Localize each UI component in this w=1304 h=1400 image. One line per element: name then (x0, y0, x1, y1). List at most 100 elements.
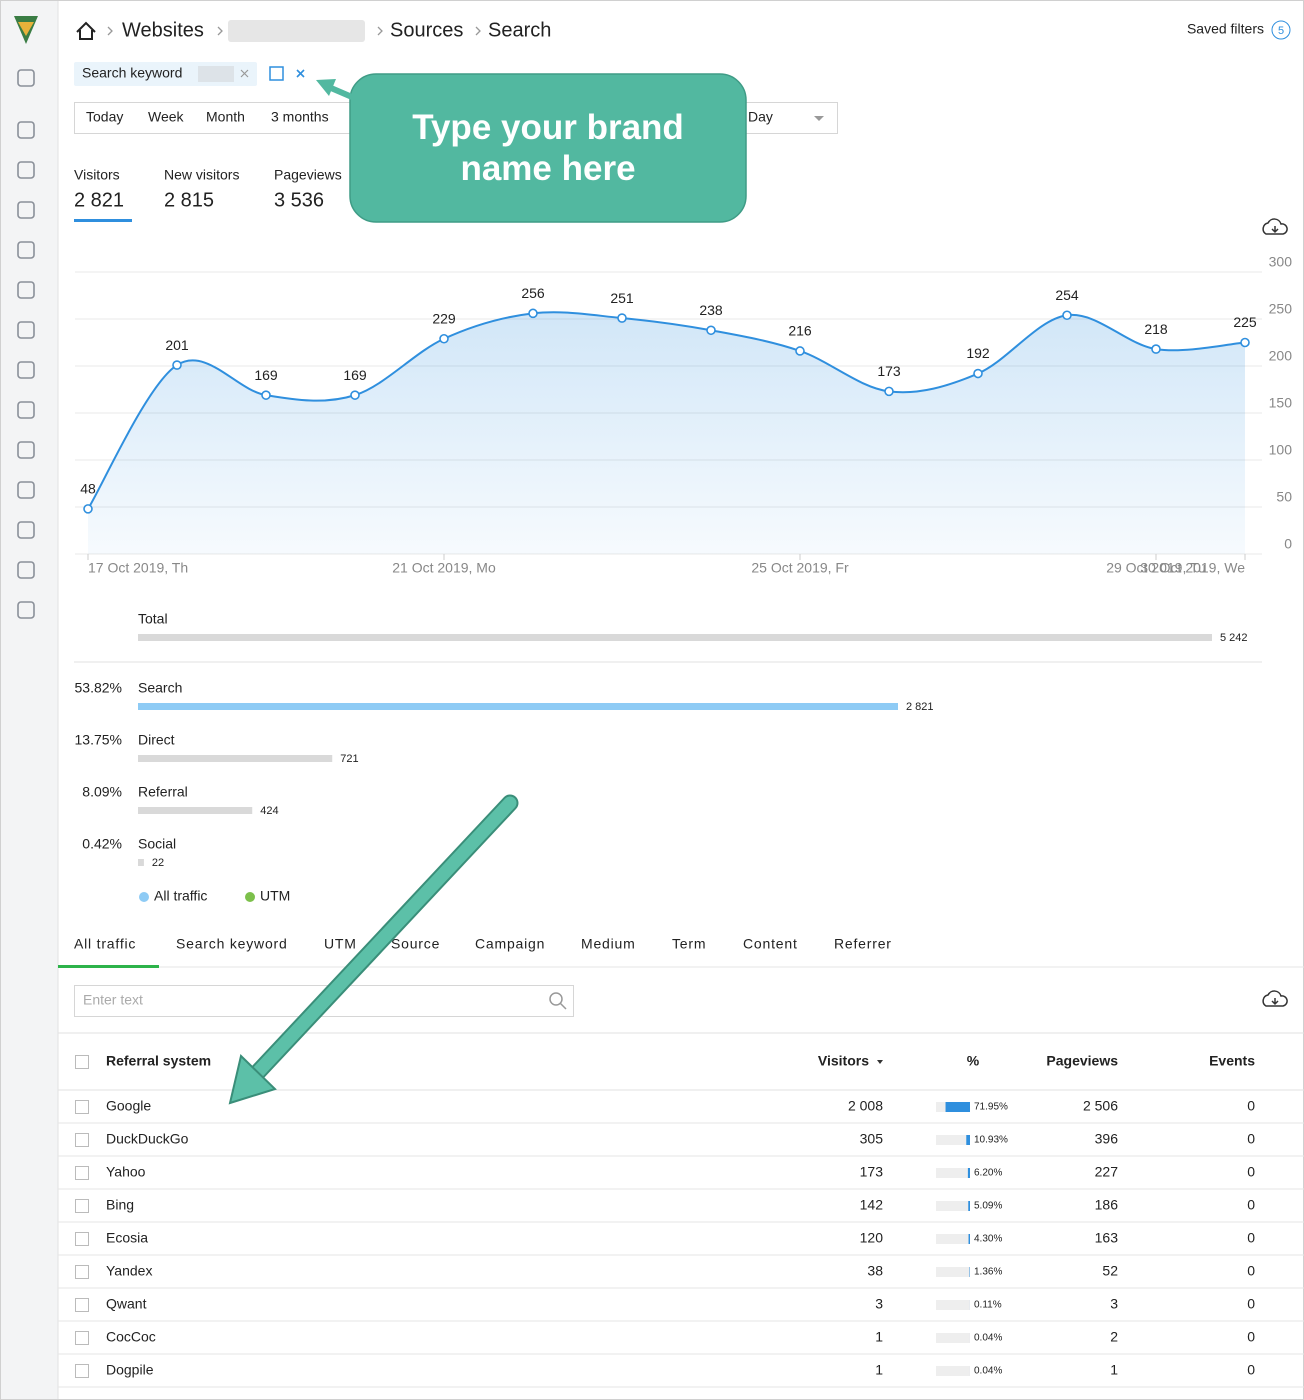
visitors: 3 (875, 1296, 883, 1312)
tab[interactable]: Search keyword (176, 936, 288, 952)
tab[interactable]: UTM (324, 936, 357, 952)
nav-icon[interactable] (17, 361, 35, 379)
metric-value[interactable]: 2 815 (164, 189, 214, 211)
download-icon[interactable] (1262, 218, 1288, 235)
tab[interactable]: Source (391, 936, 440, 952)
search-icon[interactable] (549, 992, 563, 1006)
nav-icon[interactable] (17, 481, 35, 499)
metric-value[interactable]: 2 821 (74, 189, 124, 211)
nav-icon[interactable] (17, 201, 35, 219)
table-header[interactable]: Visitors (818, 1053, 869, 1069)
tab[interactable]: Campaign (475, 936, 545, 952)
pageviews: 186 (1095, 1197, 1119, 1213)
checkbox[interactable] (75, 1166, 89, 1180)
point[interactable] (884, 386, 894, 397)
nav-icon[interactable] (17, 241, 35, 259)
table-header[interactable]: Pageviews (1046, 1053, 1118, 1069)
share-label: 0.04% (974, 1366, 1002, 1377)
period-option[interactable]: Today (86, 109, 123, 125)
point[interactable] (350, 390, 360, 400)
save-filter-icon[interactable] (269, 66, 284, 81)
source-bar (138, 755, 333, 762)
nav-icon[interactable] (17, 121, 35, 139)
nav-icon[interactable] (17, 281, 35, 299)
saved-filters-count[interactable]: 5 (1278, 25, 1284, 37)
point[interactable] (973, 368, 983, 379)
tab[interactable]: Content (743, 936, 798, 952)
granularity-caret[interactable] (814, 116, 824, 121)
point[interactable] (795, 346, 805, 356)
nav-icon[interactable] (17, 69, 35, 87)
metric-value[interactable]: 3 536 (274, 189, 324, 211)
share-label: 1.36% (974, 1267, 1002, 1278)
source-bar (138, 807, 253, 814)
share-track (936, 1135, 970, 1145)
point[interactable] (83, 504, 93, 514)
data-label: 173 (877, 363, 901, 379)
home-icon[interactable] (76, 21, 96, 40)
tab[interactable]: Referrer (834, 936, 892, 952)
period-option[interactable]: 3 months (271, 109, 329, 125)
legend-swatch[interactable] (245, 892, 255, 902)
checkbox[interactable] (75, 1100, 89, 1114)
breadcrumb-item[interactable]: Websites (122, 19, 204, 41)
table-header[interactable]: Referral system (106, 1053, 211, 1069)
breadcrumb-item[interactable]: Sources (390, 19, 463, 41)
point[interactable] (1151, 344, 1161, 354)
legend-swatch[interactable] (139, 892, 149, 902)
checkbox[interactable] (75, 1364, 89, 1378)
tab[interactable]: All traffic (74, 936, 136, 952)
tab[interactable]: Medium (581, 936, 636, 952)
checkbox[interactable] (75, 1265, 89, 1279)
referral-system: Google (106, 1098, 151, 1114)
y-tick-label: 50 (1276, 489, 1292, 505)
clear-filter[interactable] (296, 69, 305, 78)
nav-icon[interactable] (17, 441, 35, 459)
nav-icon[interactable] (17, 601, 35, 619)
share-bar (945, 1102, 970, 1112)
point[interactable] (617, 313, 627, 323)
period-option[interactable]: Week (148, 109, 185, 125)
point[interactable] (172, 360, 182, 370)
legend-label[interactable]: UTM (260, 888, 290, 904)
data-label: 238 (699, 302, 723, 318)
sidebar (0, 0, 58, 1400)
download-icon[interactable] (1262, 990, 1288, 1007)
point[interactable] (1240, 337, 1250, 348)
point[interactable] (706, 325, 716, 336)
source-value: 424 (260, 805, 278, 817)
nav-icon[interactable] (17, 561, 35, 579)
point[interactable] (439, 333, 449, 344)
metric-label[interactable]: Visitors (74, 167, 120, 183)
period-option[interactable]: Month (206, 109, 245, 125)
granularity[interactable]: Day (748, 109, 773, 125)
saved-filters[interactable]: Saved filters (1187, 21, 1264, 37)
checkbox[interactable] (75, 1298, 89, 1312)
filter-remove[interactable] (240, 69, 249, 78)
checkbox[interactable] (75, 1331, 89, 1345)
tab[interactable]: Term (672, 936, 706, 952)
checkbox[interactable] (75, 1232, 89, 1246)
checkbox[interactable] (75, 1199, 89, 1213)
pageviews: 2 (1110, 1329, 1118, 1345)
data-label: 254 (1055, 287, 1079, 303)
breadcrumb-item[interactable]: Search (488, 19, 551, 41)
saved-filters-badge[interactable] (1271, 20, 1291, 40)
checkbox[interactable] (75, 1055, 89, 1069)
nav-icon[interactable] (17, 521, 35, 539)
share-label: 71.95% (974, 1102, 1008, 1113)
checkbox[interactable] (75, 1133, 89, 1147)
table-header[interactable]: % (967, 1053, 980, 1069)
data-label: 225 (1233, 314, 1257, 330)
nav-icon[interactable] (17, 321, 35, 339)
metric-label[interactable]: Pageviews (274, 167, 342, 183)
table-header[interactable]: Events (1209, 1053, 1255, 1069)
nav-icon[interactable] (17, 161, 35, 179)
legend-label[interactable]: All traffic (154, 888, 207, 904)
point[interactable] (1062, 310, 1072, 321)
point[interactable] (261, 390, 271, 400)
data-label: 251 (610, 290, 634, 306)
metric-label[interactable]: New visitors (164, 167, 239, 183)
point[interactable] (528, 308, 538, 319)
nav-icon[interactable] (17, 401, 35, 419)
